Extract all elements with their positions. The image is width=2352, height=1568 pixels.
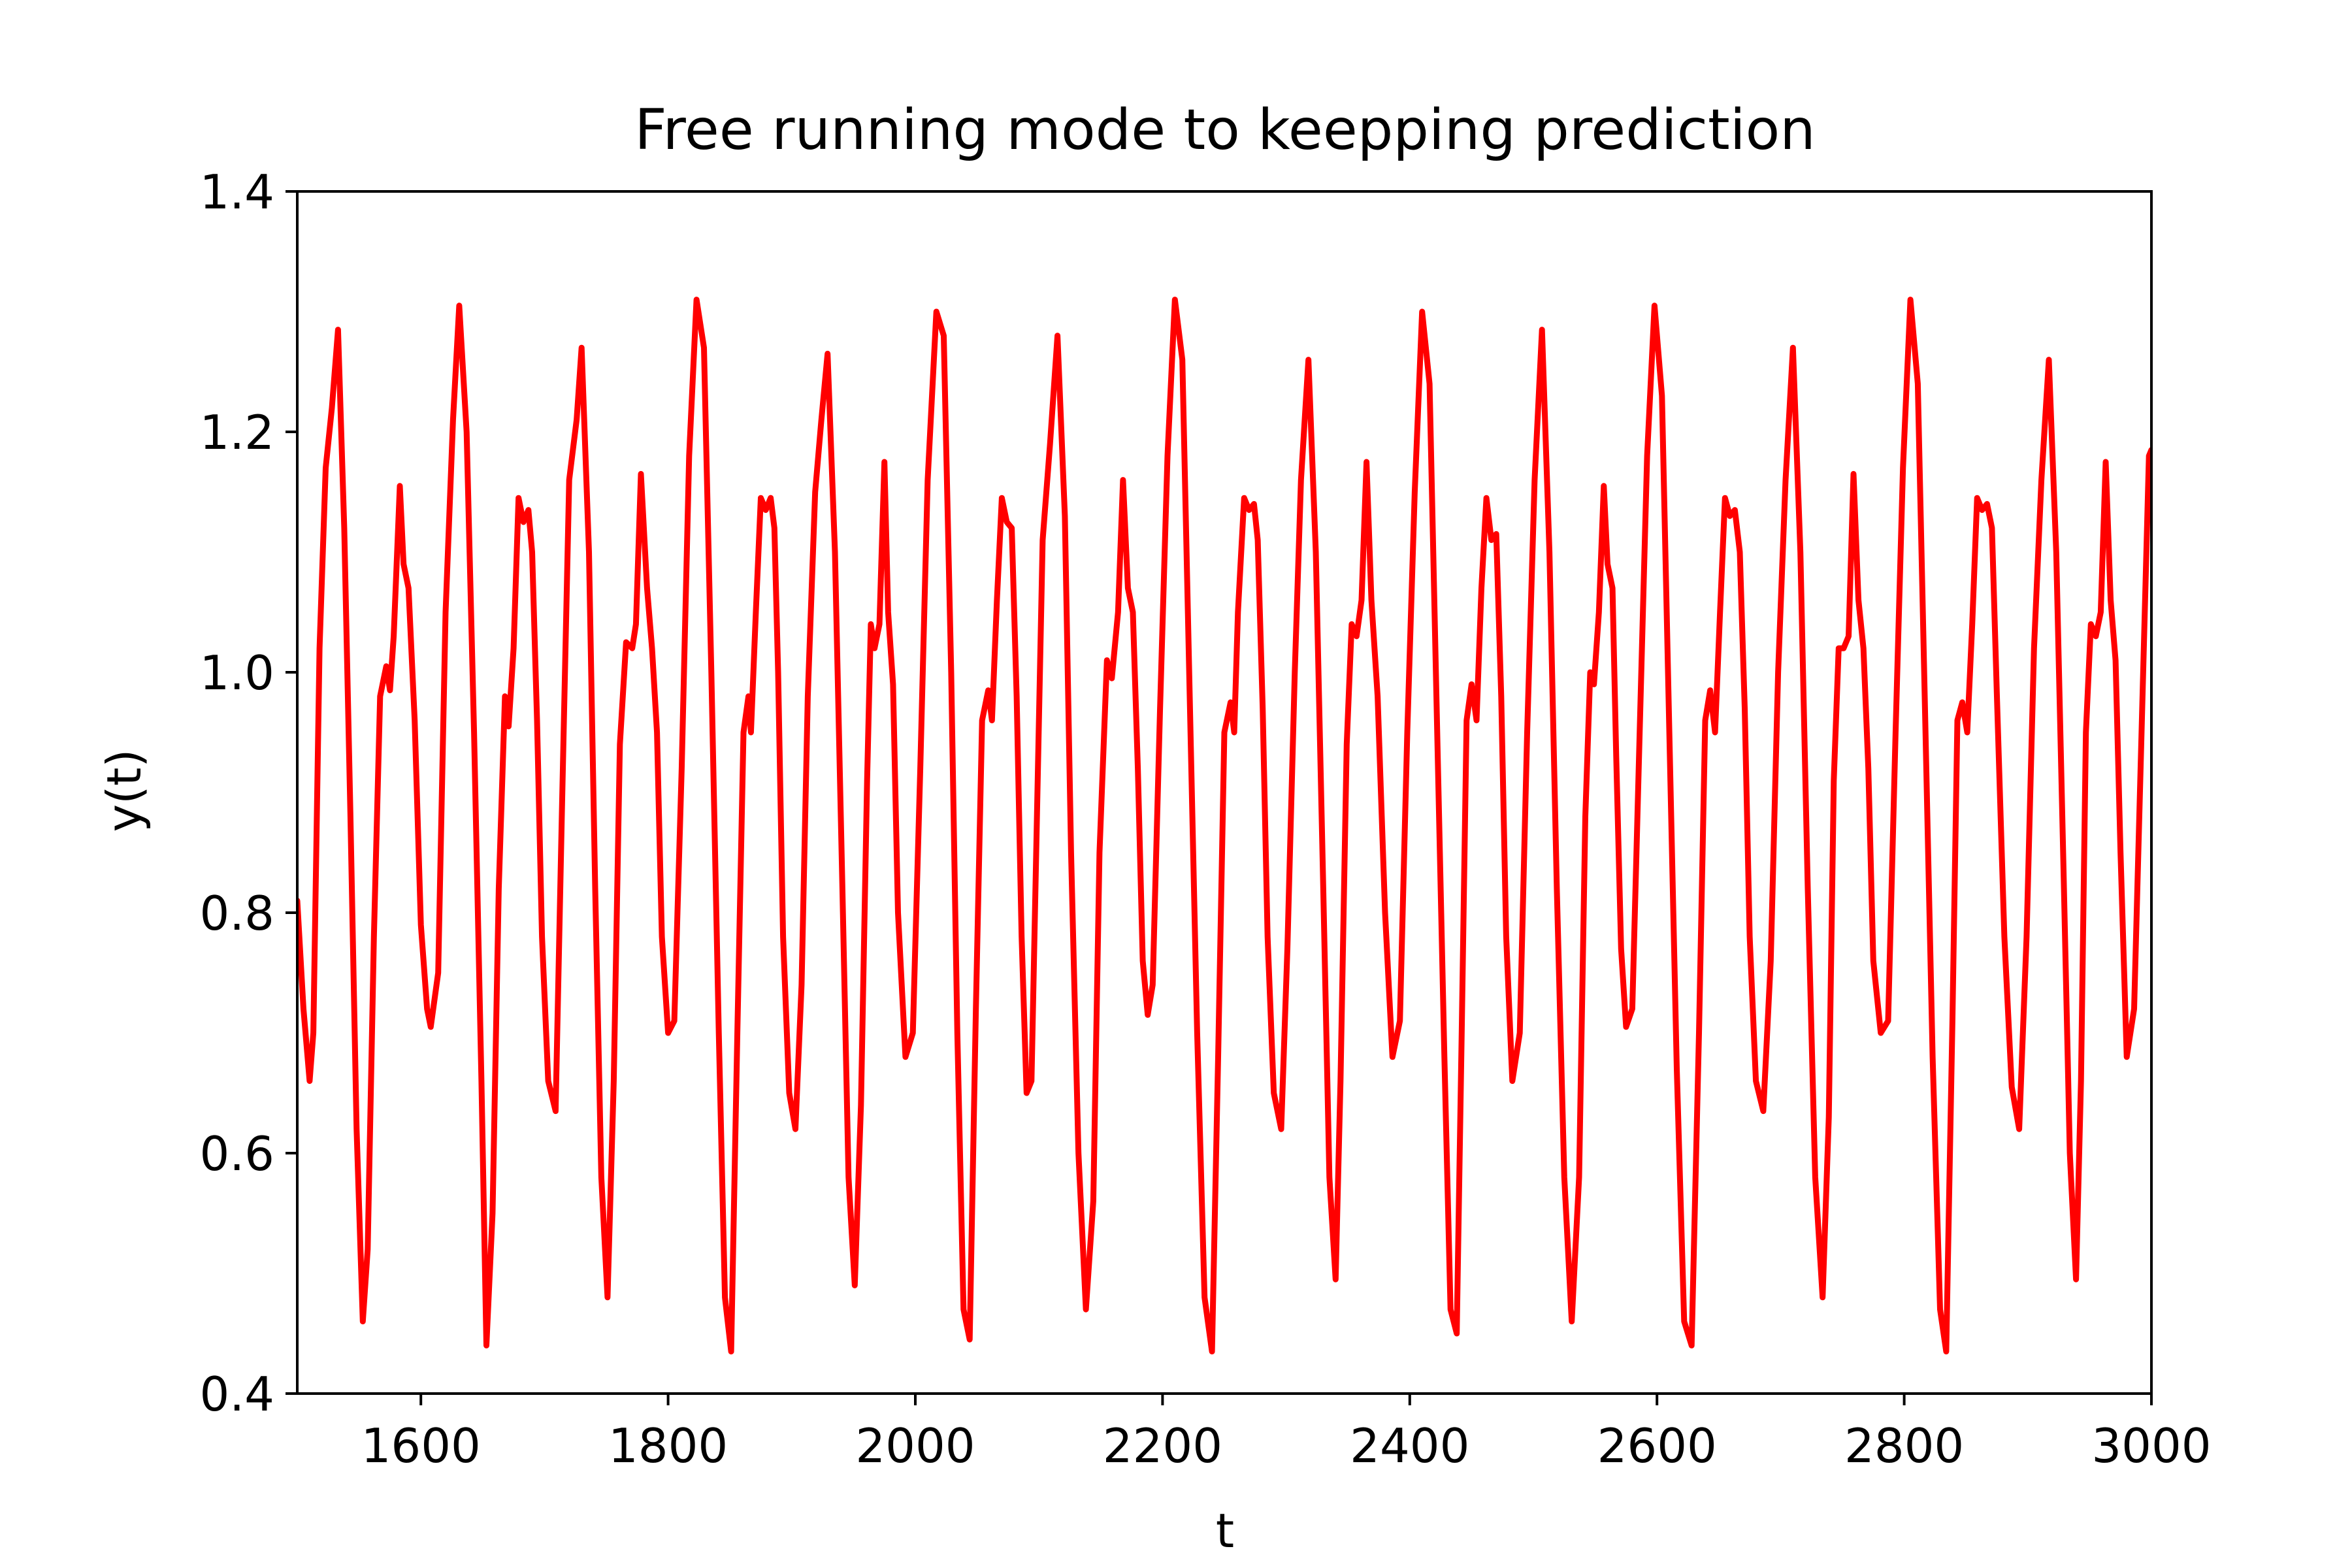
x-tick-label: 1600: [361, 1418, 481, 1473]
x-tick-label: 2600: [1597, 1418, 1717, 1473]
axes-frame: [296, 190, 2153, 1395]
y-axis-label: y(t): [97, 749, 152, 832]
y-tick-label: 0.6: [199, 1126, 274, 1181]
axes: 1600 1800 2000 2200 2400 2600 2800 3000 0.4 0.6 0.…: [199, 165, 2211, 1473]
plot-area: [297, 297, 2151, 1355]
x-tick-label: 2200: [1103, 1418, 1222, 1473]
y-tick-label: 0.8: [199, 886, 274, 941]
chart-title: Free running mode to keepping prediction: [634, 97, 1815, 163]
series-line-0: [297, 297, 2151, 1355]
x-tick-label: 1800: [608, 1418, 728, 1473]
y-tick-label: 0.4: [199, 1367, 274, 1422]
y-tick-label: 1.4: [199, 165, 274, 220]
x-tick-label: 2800: [1844, 1418, 1964, 1473]
y-tick-label: 1.2: [199, 405, 274, 460]
x-axis-label: t: [1216, 1503, 1234, 1558]
x-tick-label: 2400: [1350, 1418, 1469, 1473]
y-tick-label: 1.0: [199, 645, 274, 700]
x-tick-label: 3000: [2091, 1418, 2211, 1473]
x-tick-label: 2000: [855, 1418, 975, 1473]
